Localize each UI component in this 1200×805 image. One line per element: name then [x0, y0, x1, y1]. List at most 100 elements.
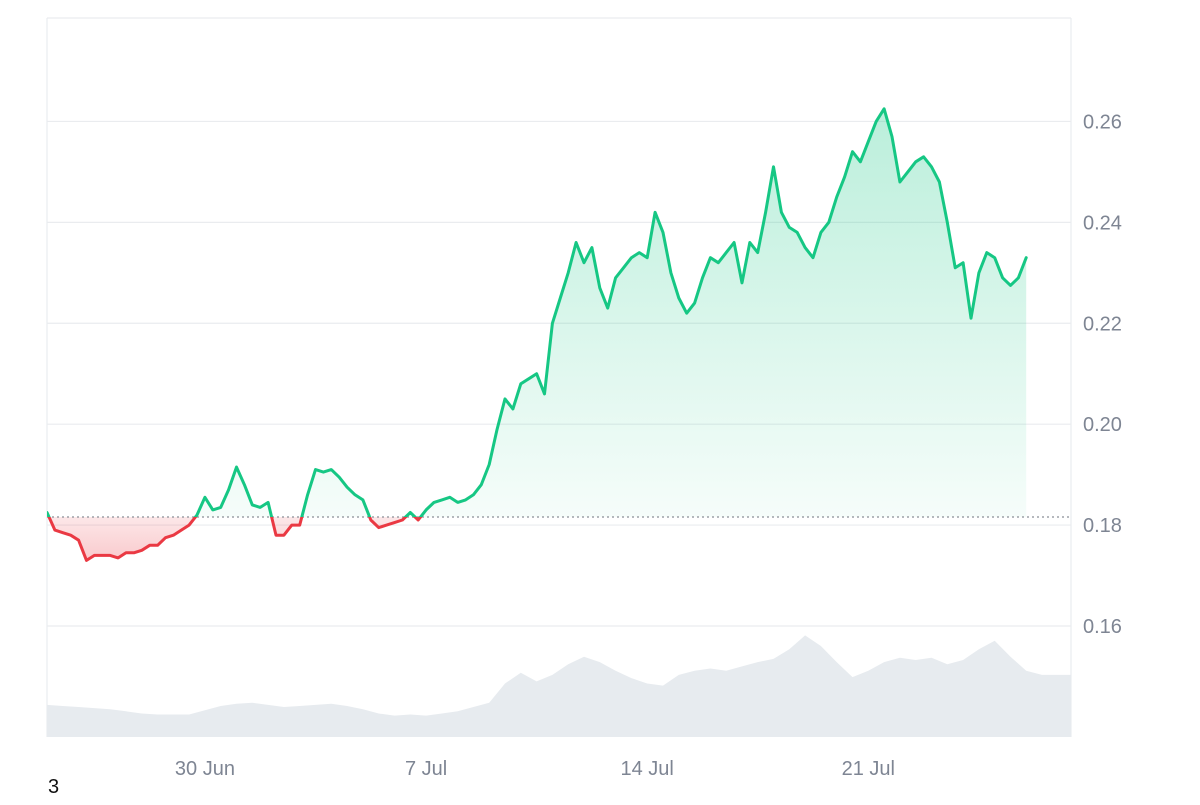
- price-point[interactable]: [669, 271, 673, 275]
- price-point[interactable]: [937, 180, 941, 184]
- price-point[interactable]: [69, 533, 73, 537]
- price-point[interactable]: [384, 523, 388, 527]
- price-point[interactable]: [392, 520, 396, 524]
- price-point[interactable]: [621, 266, 625, 270]
- price-point[interactable]: [195, 513, 199, 517]
- price-point[interactable]: [637, 250, 641, 254]
- price-point[interactable]: [835, 195, 839, 199]
- price-point[interactable]: [258, 505, 262, 509]
- price-point[interactable]: [882, 107, 886, 111]
- price-point[interactable]: [961, 261, 965, 265]
- price-point[interactable]: [148, 543, 152, 547]
- price-point[interactable]: [574, 240, 578, 244]
- price-point[interactable]: [456, 500, 460, 504]
- price-point[interactable]: [511, 407, 515, 411]
- price-point[interactable]: [685, 311, 689, 315]
- price-point[interactable]: [700, 276, 704, 280]
- price-point[interactable]: [171, 533, 175, 537]
- price-point[interactable]: [266, 500, 270, 504]
- price-point[interactable]: [108, 553, 112, 557]
- price-point[interactable]: [519, 382, 523, 386]
- price-point[interactable]: [448, 495, 452, 499]
- price-point[interactable]: [92, 553, 96, 557]
- price-point[interactable]: [45, 510, 49, 514]
- price-point[interactable]: [495, 427, 499, 431]
- price-point[interactable]: [740, 281, 744, 285]
- price-point[interactable]: [692, 301, 696, 305]
- price-point[interactable]: [874, 119, 878, 123]
- price-point[interactable]: [1024, 256, 1028, 260]
- price-point[interactable]: [345, 485, 349, 489]
- price-point[interactable]: [993, 256, 997, 260]
- price-point[interactable]: [290, 523, 294, 527]
- price-point[interactable]: [866, 139, 870, 143]
- price-point[interactable]: [748, 240, 752, 244]
- price-point[interactable]: [250, 503, 254, 507]
- price-point[interactable]: [708, 256, 712, 260]
- price-point[interactable]: [140, 548, 144, 552]
- price-point[interactable]: [819, 230, 823, 234]
- price-point[interactable]: [779, 210, 783, 214]
- price-point[interactable]: [827, 220, 831, 224]
- price-point[interactable]: [416, 518, 420, 522]
- price-point[interactable]: [550, 321, 554, 325]
- price-point[interactable]: [542, 392, 546, 396]
- price-point[interactable]: [732, 240, 736, 244]
- price-point[interactable]: [124, 551, 128, 555]
- price-point[interactable]: [353, 493, 357, 497]
- price-point[interactable]: [219, 505, 223, 509]
- price-point[interactable]: [653, 210, 657, 214]
- price-point[interactable]: [487, 462, 491, 466]
- price-point[interactable]: [582, 261, 586, 265]
- price-point[interactable]: [969, 316, 973, 320]
- price-point[interactable]: [298, 523, 302, 527]
- price-point[interactable]: [337, 475, 341, 479]
- price-point[interactable]: [953, 266, 957, 270]
- price-point[interactable]: [1016, 276, 1020, 280]
- price-point[interactable]: [795, 230, 799, 234]
- price-point[interactable]: [803, 245, 807, 249]
- price-point[interactable]: [921, 155, 925, 159]
- price-point[interactable]: [313, 467, 317, 471]
- price-point[interactable]: [242, 483, 246, 487]
- price-point[interactable]: [463, 498, 467, 502]
- price-point[interactable]: [842, 175, 846, 179]
- price-point[interactable]: [274, 533, 278, 537]
- price-point[interactable]: [590, 245, 594, 249]
- price-point[interactable]: [61, 531, 65, 535]
- price-point[interactable]: [756, 250, 760, 254]
- price-point[interactable]: [771, 165, 775, 169]
- price-point[interactable]: [234, 465, 238, 469]
- price-point[interactable]: [985, 250, 989, 254]
- price-point[interactable]: [432, 500, 436, 504]
- price-point[interactable]: [100, 553, 104, 557]
- price-point[interactable]: [329, 467, 333, 471]
- price-point[interactable]: [503, 397, 507, 401]
- price-point[interactable]: [763, 210, 767, 214]
- price-point[interactable]: [898, 180, 902, 184]
- price-point[interactable]: [677, 296, 681, 300]
- price-point[interactable]: [226, 488, 230, 492]
- price-point[interactable]: [203, 495, 207, 499]
- price-point[interactable]: [408, 510, 412, 514]
- price-point[interactable]: [479, 483, 483, 487]
- price-point[interactable]: [534, 372, 538, 376]
- price-point[interactable]: [163, 536, 167, 540]
- price-point[interactable]: [613, 276, 617, 280]
- price-point[interactable]: [187, 523, 191, 527]
- price-point[interactable]: [890, 134, 894, 138]
- price-point[interactable]: [377, 525, 381, 529]
- price-point[interactable]: [858, 160, 862, 164]
- price-point[interactable]: [1008, 283, 1012, 287]
- price-point[interactable]: [400, 518, 404, 522]
- price-point[interactable]: [811, 256, 815, 260]
- price-point[interactable]: [787, 225, 791, 229]
- price-point[interactable]: [598, 286, 602, 290]
- price-point[interactable]: [471, 493, 475, 497]
- price-point[interactable]: [84, 558, 88, 562]
- price-point[interactable]: [661, 230, 665, 234]
- price-point[interactable]: [724, 250, 728, 254]
- price-point[interactable]: [440, 498, 444, 502]
